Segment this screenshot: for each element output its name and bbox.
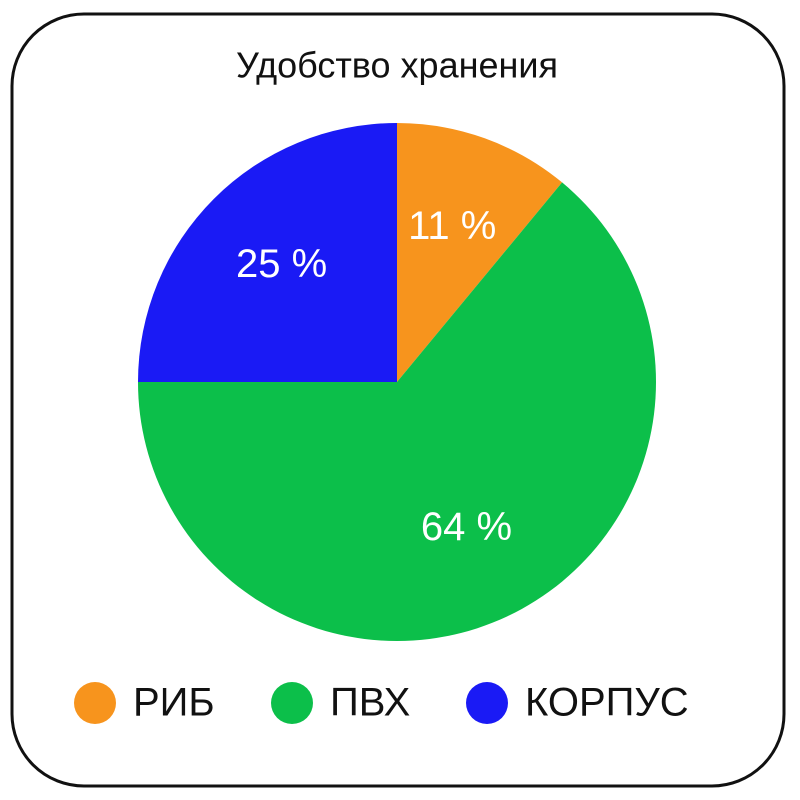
slice-label: 64 %	[421, 505, 512, 549]
legend-marker	[74, 682, 116, 724]
slice-label: 11 %	[408, 204, 496, 248]
legend-marker	[466, 682, 508, 724]
pie-slice	[397, 123, 563, 382]
slice-label: 25 %	[236, 242, 327, 286]
legend-marker	[271, 682, 313, 724]
legend-label: КОРПУС	[525, 681, 689, 725]
pie-slice	[138, 182, 657, 642]
pie-slice	[138, 123, 397, 382]
legend-label: РИБ	[133, 681, 215, 725]
chart-title: Удобство хранения	[236, 45, 558, 86]
legend-label: ПВХ	[330, 681, 410, 725]
